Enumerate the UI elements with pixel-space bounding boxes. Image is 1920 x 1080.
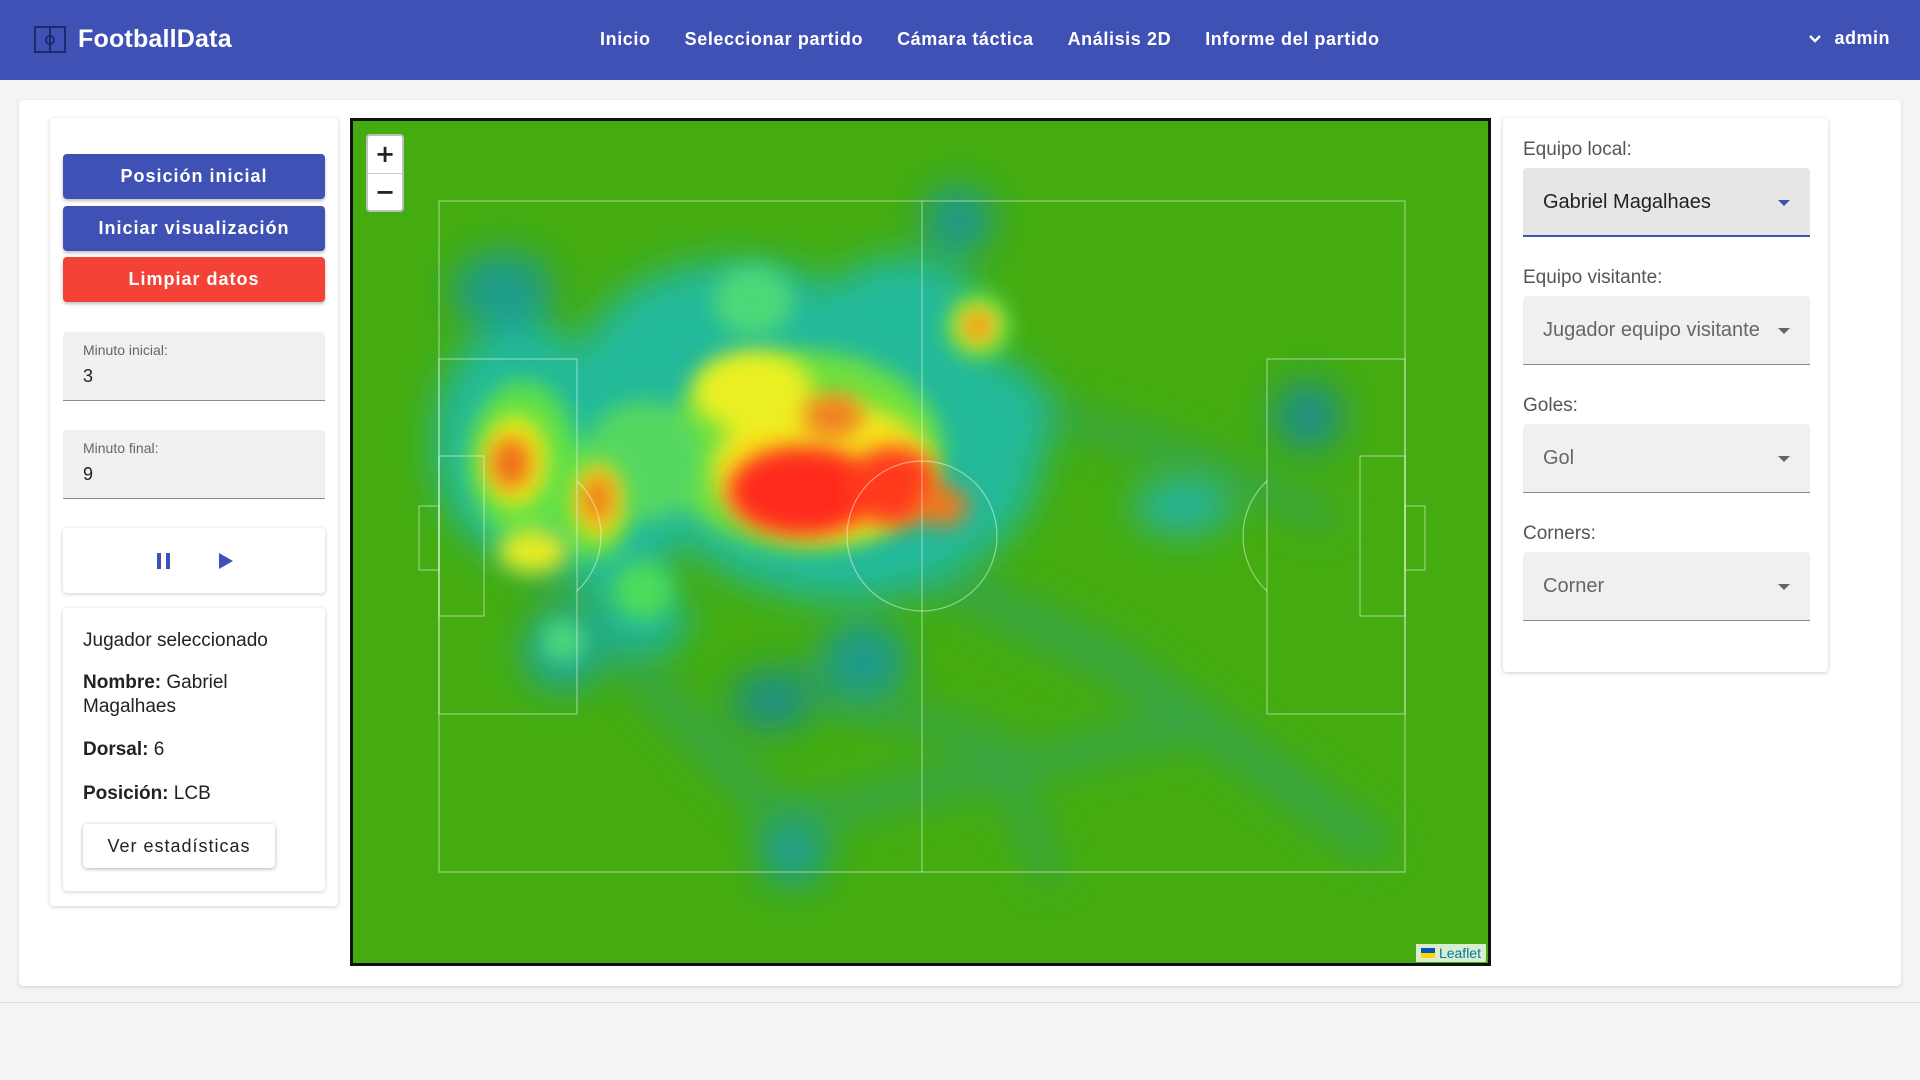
- page-divider: [0, 1002, 1920, 1003]
- corners-select[interactable]: Corner: [1523, 552, 1810, 621]
- player-position-row: Posición: LCB: [83, 782, 313, 806]
- nav-seleccionar-partido[interactable]: Seleccionar partido: [684, 29, 864, 49]
- player-number-value: 6: [153, 739, 165, 760]
- chevron-down-icon: [1809, 34, 1822, 43]
- map-attribution[interactable]: Leaflet: [1415, 944, 1486, 962]
- dropdown-arrow-icon: [1778, 200, 1790, 206]
- corners-value: Corner: [1543, 575, 1605, 597]
- user-name: admin: [1834, 28, 1890, 48]
- nav-analisis-2d[interactable]: Análisis 2D: [1067, 29, 1172, 49]
- nav-inicio[interactable]: Inicio: [600, 29, 651, 49]
- away-team-label: Equipo visitante:: [1523, 267, 1663, 288]
- nav-camara-tactica[interactable]: Cámara táctica: [897, 29, 1034, 49]
- dropdown-arrow-icon: [1778, 328, 1790, 334]
- brand[interactable]: FootballData: [34, 25, 232, 54]
- zoom-out-button[interactable]: −: [368, 173, 402, 210]
- view-stats-button[interactable]: Ver estadísticas: [83, 824, 275, 868]
- goals-value: Gol: [1543, 447, 1575, 469]
- control-panel: Posición inicial Iniciar visualización L…: [50, 118, 338, 906]
- dropdown-arrow-icon: [1778, 584, 1790, 590]
- user-menu[interactable]: admin: [1808, 28, 1890, 49]
- start-minute-field[interactable]: Minuto inicial: 3: [63, 332, 325, 401]
- home-team-value: Gabriel Magalhaes: [1543, 191, 1711, 213]
- goals-label: Goles:: [1523, 395, 1578, 416]
- ukraine-flag-icon: [1420, 948, 1435, 958]
- clear-data-button[interactable]: Limpiar datos: [63, 257, 325, 302]
- pitch-logo-icon: [34, 26, 66, 53]
- end-minute-input[interactable]: 9: [83, 464, 94, 484]
- dropdown-arrow-icon: [1778, 456, 1790, 462]
- player-number-label: Dorsal:: [83, 739, 149, 760]
- player-card-title: Jugador seleccionado: [83, 630, 268, 651]
- player-position-value: LCB: [173, 783, 211, 804]
- home-team-label: Equipo local:: [1523, 139, 1632, 160]
- player-name-value: Gabriel Magalhaes: [83, 672, 228, 717]
- pitch-lines: [418, 200, 1426, 873]
- end-minute-field[interactable]: Minuto final: 9: [63, 430, 325, 499]
- zoom-control: + −: [366, 134, 404, 212]
- start-visualization-button[interactable]: Iniciar visualización: [63, 206, 325, 251]
- away-team-value: Jugador equipo visitante: [1543, 319, 1760, 341]
- pause-icon[interactable]: [154, 550, 174, 572]
- main-nav: Inicio Seleccionar partido Cámara táctic…: [600, 29, 1414, 50]
- player-position-label: Posición:: [83, 783, 169, 804]
- brand-name: FootballData: [78, 25, 232, 53]
- away-team-select[interactable]: Jugador equipo visitante: [1523, 296, 1810, 365]
- pitch-heatmap: [418, 186, 1426, 887]
- home-team-select[interactable]: Gabriel Magalhaes: [1523, 168, 1810, 237]
- top-app-bar: FootballData Inicio Seleccionar partido …: [0, 0, 1920, 80]
- start-minute-label: Minuto inicial:: [83, 342, 168, 358]
- goals-select[interactable]: Gol: [1523, 424, 1810, 493]
- player-name-label: Nombre:: [83, 672, 162, 693]
- nav-informe-partido[interactable]: Informe del partido: [1205, 29, 1380, 49]
- playback-controls: [63, 528, 325, 593]
- filter-panel: Equipo local: Gabriel Magalhaes Equipo v…: [1503, 118, 1828, 672]
- heatmap-map[interactable]: + − Leaflet: [350, 118, 1491, 966]
- start-minute-input[interactable]: 3: [83, 366, 94, 386]
- corners-label: Corners:: [1523, 523, 1596, 544]
- initial-position-button[interactable]: Posición inicial: [63, 154, 325, 199]
- end-minute-label: Minuto final:: [83, 440, 159, 456]
- player-number-row: Dorsal: 6: [83, 738, 313, 762]
- player-name-row: Nombre: Gabriel Magalhaes: [83, 671, 313, 719]
- heat-peak: [491, 313, 990, 536]
- attribution-link[interactable]: Leaflet: [1438, 945, 1481, 961]
- play-icon[interactable]: [215, 550, 235, 572]
- selected-player-card: Jugador seleccionado Nombre: Gabriel Mag…: [63, 608, 325, 891]
- zoom-in-button[interactable]: +: [374, 140, 396, 168]
